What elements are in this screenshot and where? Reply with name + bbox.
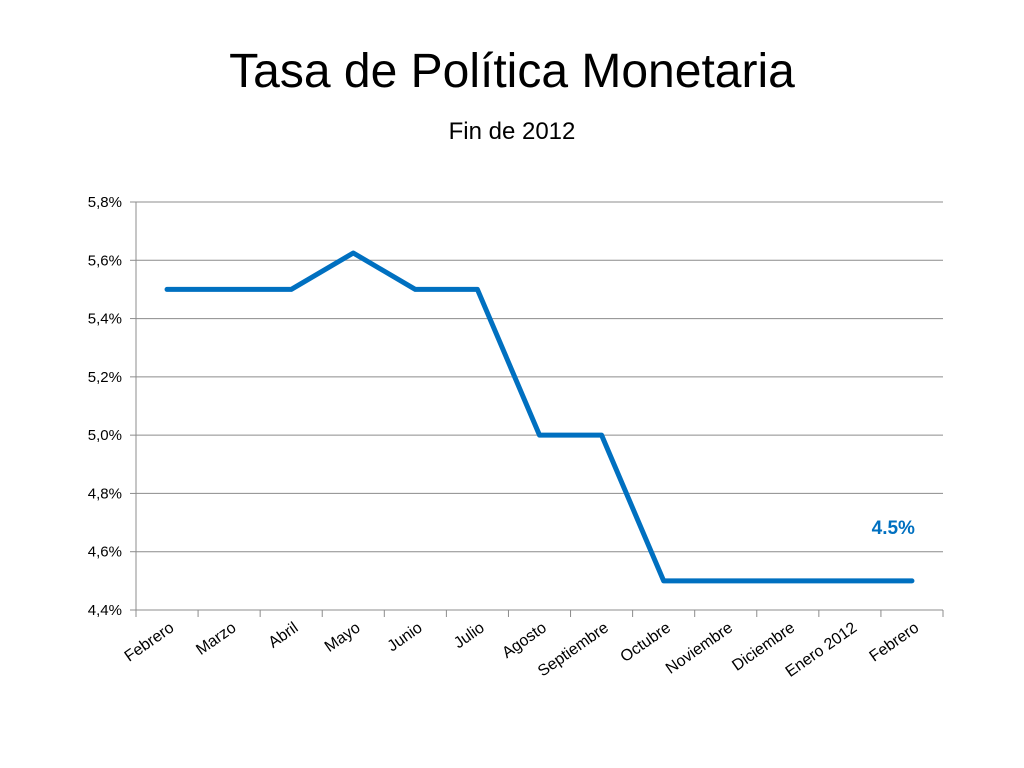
chart-title: Tasa de Política Monetaria [229,45,795,98]
y-tick-label: 4,6% [88,544,122,561]
y-tick-label: 5,0% [88,427,122,444]
x-tick-label: Febrero [867,619,923,665]
x-tick-label: Mayo [322,619,364,655]
chart-subtitle: Fin de 2012 [448,118,576,145]
x-tick-label: Noviembre [663,619,736,677]
series-line [164,250,915,584]
x-tick-label: Febrero [122,619,178,665]
x-tick-label: Octubre [618,619,674,666]
y-tick-label: 5,4% [88,311,122,328]
data-label: 4.5% [872,518,915,539]
y-tick-label: 5,2% [88,369,122,386]
x-tick-label: Marzo [193,619,239,658]
y-tick-label: 4,8% [88,485,122,502]
y-tick-label: 5,8% [88,194,122,211]
y-tick-label: 5,6% [88,252,122,269]
x-tick-label: Agosto [499,619,550,662]
x-tick-label: Septiembre [535,619,612,680]
x-tick-label: Julio [451,619,488,652]
x-tick-label: Abril [266,619,302,651]
x-tick-label: Junio [385,619,426,655]
y-tick-label: 4,4% [88,602,122,619]
